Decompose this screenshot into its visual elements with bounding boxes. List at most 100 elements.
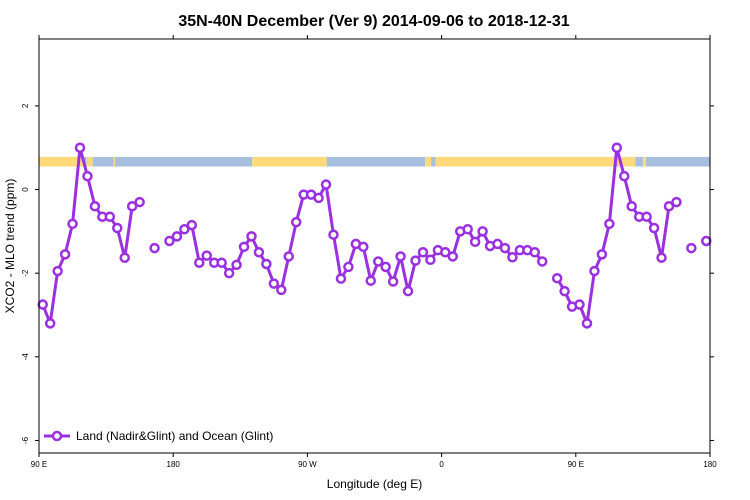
data-point	[283, 251, 295, 262]
strip-segment-ocean	[645, 156, 710, 167]
data-point	[656, 252, 667, 263]
data-point	[82, 170, 93, 182]
data-point	[596, 249, 608, 260]
data-point	[574, 299, 585, 310]
x-tick-label: 90 E	[31, 460, 47, 469]
data-point	[372, 256, 384, 267]
data-point	[74, 142, 86, 153]
y-tick-label: 2	[21, 103, 30, 108]
data-point	[686, 242, 697, 254]
chart-title: 35N-40N December (Ver 9) 2014-09-06 to 2…	[178, 13, 569, 30]
data-point	[447, 251, 459, 262]
data-point	[469, 236, 481, 248]
data-point	[387, 276, 399, 287]
data-point	[268, 278, 280, 289]
data-point	[276, 284, 287, 296]
data-point	[171, 231, 183, 242]
data-point	[246, 231, 257, 242]
series-line-segment	[555, 146, 678, 325]
data-point	[425, 254, 436, 266]
data-point	[417, 247, 429, 258]
x-tick-label: 180	[703, 460, 717, 469]
data-point	[626, 201, 637, 212]
data-point	[194, 257, 205, 268]
data-point	[611, 142, 623, 153]
data-point	[581, 318, 593, 329]
data-point	[231, 259, 242, 271]
data-point	[335, 273, 347, 284]
data-point	[701, 235, 712, 247]
data-point	[477, 226, 488, 237]
data-point	[201, 250, 212, 261]
x-tick-label: 90 E	[568, 460, 584, 469]
data-point	[253, 247, 265, 258]
strip-segment-land	[617, 156, 636, 167]
data-point	[126, 201, 138, 212]
strip-segment-land	[86, 156, 93, 167]
x-tick-label: 0	[439, 460, 444, 469]
data-point	[52, 265, 63, 277]
data-point	[134, 196, 145, 208]
data-point	[507, 252, 518, 263]
strip-segment-land	[113, 156, 116, 167]
data-point	[395, 251, 406, 262]
strip-segment-land	[252, 156, 327, 167]
strip-segment-ocean	[92, 156, 114, 167]
data-point	[37, 299, 48, 310]
series-line	[41, 146, 678, 325]
data-point	[402, 285, 414, 297]
strip-segment-land	[642, 156, 646, 167]
data-point	[313, 192, 324, 204]
data-point	[619, 170, 630, 182]
y-tick-label: -4	[21, 353, 30, 361]
strip-segment-ocean	[115, 156, 253, 167]
data-point	[663, 201, 675, 212]
y-axis-ticks: 2 0 -2 -4 -6	[21, 103, 714, 444]
x-axis-ticks: 90 E 180 90 W 0 90 E 180	[31, 35, 717, 469]
data-point	[380, 261, 391, 273]
data-point	[112, 222, 123, 234]
data-point	[179, 224, 190, 235]
data-point	[492, 238, 503, 250]
data-point	[164, 235, 175, 247]
data-point	[604, 218, 615, 230]
legend-marker-swatch	[51, 430, 63, 442]
data-point	[44, 318, 56, 329]
data-point	[641, 211, 652, 222]
data-point	[462, 224, 473, 235]
y-axis-label: XCO2 - MLO trend (ppm)	[3, 179, 17, 314]
data-point	[671, 196, 682, 208]
data-point	[537, 256, 548, 267]
data-point	[551, 272, 563, 284]
data-point	[343, 261, 354, 273]
data-point	[440, 247, 451, 258]
strip-segment-land	[435, 156, 615, 167]
strip-segment-ocean	[326, 156, 426, 167]
data-point	[149, 242, 160, 254]
data-point	[589, 265, 600, 277]
strip-segment-land	[39, 156, 84, 167]
y-tick-label: -2	[21, 269, 30, 277]
data-point	[238, 241, 250, 253]
data-point	[67, 218, 78, 230]
legend: Land (Nadir&Glint) and Ocean (Glint)	[44, 429, 273, 443]
data-point	[559, 285, 570, 297]
strip-segment-ocean	[635, 156, 643, 167]
series-points	[37, 142, 712, 329]
data-point	[328, 229, 339, 240]
plot-frame	[38, 38, 711, 454]
data-point	[410, 255, 421, 266]
data-point	[104, 211, 116, 222]
data-point	[223, 267, 235, 279]
data-point	[59, 249, 71, 260]
data-point	[365, 275, 377, 286]
data-point	[216, 257, 227, 268]
data-point	[89, 201, 101, 212]
y-tick-label: 0	[21, 187, 30, 192]
x-axis-label: Longitude (deg E)	[327, 477, 422, 491]
data-point	[261, 258, 272, 270]
data-point	[648, 222, 660, 234]
y-tick-label: -6	[21, 436, 30, 444]
strip-segment-ocean	[431, 156, 436, 167]
